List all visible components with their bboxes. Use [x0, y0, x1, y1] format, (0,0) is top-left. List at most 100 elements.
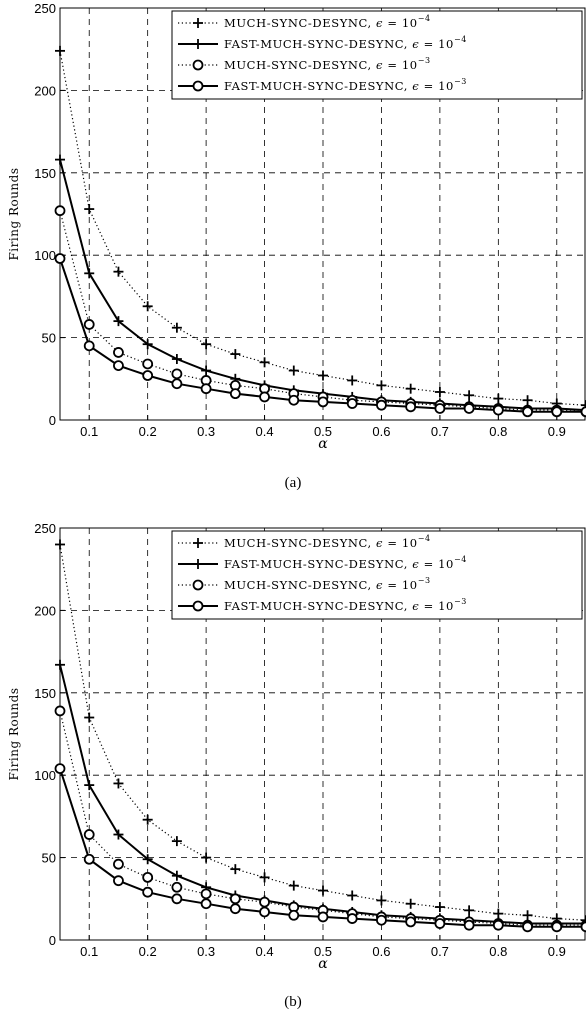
data-point — [259, 896, 270, 908]
x-axis-label: α — [318, 436, 328, 452]
data-point — [55, 539, 65, 550]
data-point — [288, 880, 299, 891]
data-point — [142, 886, 154, 898]
legend-box — [171, 530, 583, 620]
chart-panel-b: 0.1 0.2 0.3 0.4 0.5 0.6 0.7 0.8 0.9 0 50 100 150 200 2… — [7, 521, 586, 1010]
y-tick-label: 250 — [34, 1, 56, 16]
panel-caption: (b) — [284, 994, 302, 1010]
y-tick-label: 0 — [49, 413, 56, 428]
data-point — [142, 358, 154, 370]
x-tick-label: 0.6 — [372, 944, 390, 959]
x-tick-label: 0.4 — [256, 424, 274, 439]
data-point — [492, 919, 504, 931]
legend-label: MUCH-SYNC-DESYNC, ϵ = 10−4 — [224, 14, 431, 30]
y-tick-label: 100 — [34, 248, 56, 263]
x-tick-label: 0.7 — [431, 424, 449, 439]
data-point — [580, 921, 586, 933]
data-point — [83, 319, 95, 330]
data-point — [113, 347, 124, 358]
data-point — [347, 375, 358, 386]
data-point — [200, 898, 212, 910]
y-axis-label: Firing Rounds — [7, 167, 21, 260]
data-point — [193, 18, 203, 28]
data-point — [84, 268, 95, 279]
data-point — [434, 918, 446, 929]
data-point — [288, 365, 299, 376]
data-point — [192, 59, 204, 71]
data-point — [551, 406, 563, 418]
legend-label: MUCH-SYNC-DESYNC, ϵ = 10−4 — [224, 534, 431, 550]
data-point — [346, 398, 358, 409]
legend-label: FAST-MUCH-SYNC-DESYNC, ϵ = 10−4 — [224, 555, 467, 571]
data-point — [113, 829, 124, 840]
data-point — [201, 365, 212, 376]
legend-label: FAST-MUCH-SYNC-DESYNC, ϵ = 10−3 — [224, 77, 467, 93]
data-point — [193, 559, 203, 569]
y-tick-label: 250 — [34, 521, 56, 536]
data-point — [288, 909, 300, 921]
x-tick-label: 0.8 — [489, 424, 507, 439]
data-point — [54, 763, 66, 775]
data-point — [434, 386, 445, 397]
data-point — [171, 870, 182, 881]
legend: MUCH-SYNC-DESYNC, ϵ = 10−4 FAST-MUCH-SYNC… — [171, 530, 583, 620]
data-point — [259, 872, 270, 883]
data-point — [171, 836, 182, 847]
data-point — [464, 390, 475, 401]
x-tick-label: 0.2 — [139, 424, 157, 439]
data-point — [192, 579, 204, 591]
data-point — [142, 339, 153, 350]
data-point — [581, 915, 586, 926]
x-tick-label: 0.2 — [139, 944, 157, 959]
data-point — [346, 913, 358, 924]
data-point — [288, 394, 300, 406]
y-tick-label: 150 — [34, 166, 56, 181]
x-tick-label: 0.4 — [256, 944, 274, 959]
legend-label: FAST-MUCH-SYNC-DESYNC, ϵ = 10−4 — [224, 35, 467, 51]
series-2 — [55, 659, 586, 929]
data-point — [83, 829, 95, 840]
legend: MUCH-SYNC-DESYNC, ϵ = 10−4 FAST-MUCH-SYNC… — [171, 10, 583, 100]
data-point — [192, 600, 204, 612]
data-point — [492, 404, 504, 416]
data-point — [405, 383, 416, 394]
data-point — [171, 893, 183, 905]
x-tick-label: 0.3 — [197, 424, 215, 439]
data-point — [113, 858, 124, 870]
data-point — [318, 370, 328, 381]
data-point — [551, 921, 563, 933]
y-tick-label: 150 — [34, 686, 56, 701]
data-point — [54, 205, 66, 217]
x-tick-label: 0.3 — [197, 944, 215, 959]
legend-box — [171, 10, 583, 100]
data-point — [522, 921, 533, 933]
legend-item: MUCH-SYNC-DESYNC, ϵ = 10−4 — [178, 14, 431, 30]
data-point — [376, 895, 387, 906]
data-point — [201, 852, 212, 863]
data-point — [142, 301, 153, 312]
data-point — [84, 204, 95, 215]
data-point — [83, 853, 95, 865]
legend-item: MUCH-SYNC-DESYNC, ϵ = 10−4 — [178, 534, 431, 550]
legend-label: FAST-MUCH-SYNC-DESYNC, ϵ = 10−3 — [224, 597, 467, 613]
data-point — [55, 659, 65, 670]
data-point — [113, 360, 124, 372]
data-point — [113, 778, 124, 789]
data-point — [230, 349, 241, 360]
data-point — [113, 316, 124, 327]
data-point — [83, 340, 95, 352]
data-point — [171, 881, 183, 893]
data-point — [259, 906, 270, 918]
data-point — [54, 705, 66, 717]
x-tick-label: 0.5 — [314, 944, 332, 959]
data-point — [200, 888, 212, 900]
y-axis-label: Firing Rounds — [7, 687, 21, 780]
x-axis-label: α — [318, 956, 328, 972]
data-point — [405, 898, 416, 909]
series-3 — [54, 705, 586, 931]
data-point — [200, 383, 212, 395]
chart-panel-a: 0.1 0.2 0.3 0.4 0.5 0.6 0.7 0.8 0.9 0 50 100 150 200 2… — [7, 1, 586, 491]
data-point — [434, 403, 446, 414]
data-point — [259, 357, 270, 368]
x-tick-label: 0.8 — [489, 944, 507, 959]
